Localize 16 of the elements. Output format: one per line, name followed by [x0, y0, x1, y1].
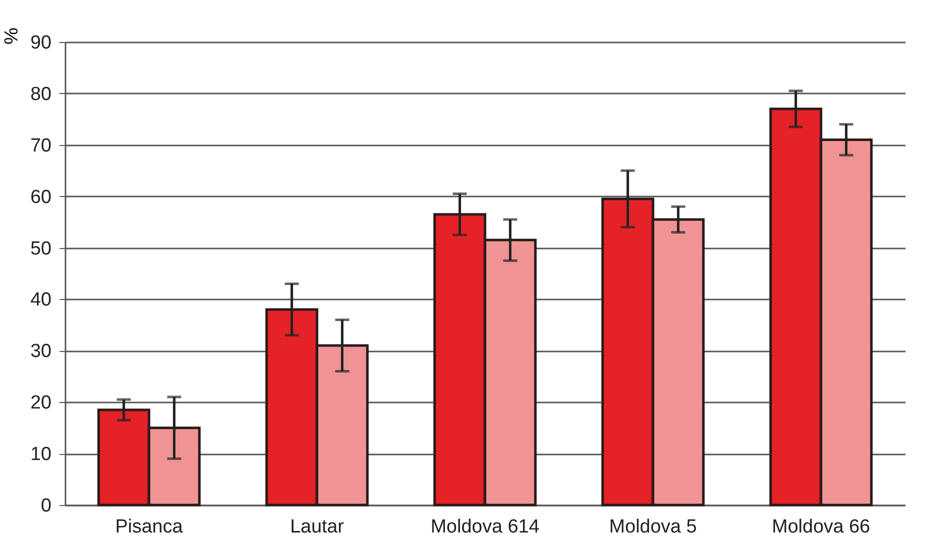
y-tick-label: 0: [40, 496, 52, 516]
y-tick-label: 60: [30, 186, 52, 208]
y-tick-label: 40: [30, 290, 52, 311]
x-tick-label: Moldova 614: [430, 516, 540, 538]
x-tick-label: Moldova 5: [609, 516, 697, 538]
y-tick-label: 70: [30, 135, 52, 156]
y-tick-label: 90: [30, 32, 52, 54]
y-tick-label: 30: [30, 341, 52, 362]
y-tick-label: 10: [30, 444, 52, 466]
y-tick-label: 80: [30, 84, 52, 105]
y-axis-title: %: [2, 28, 22, 44]
y-tick-label: 20: [30, 392, 52, 414]
x-tick-label: Pisanca: [115, 516, 184, 538]
x-tick-label: Lautar: [290, 516, 345, 538]
x-tick-label: Moldova 66: [772, 516, 870, 538]
y-tick-label: 50: [30, 238, 52, 260]
